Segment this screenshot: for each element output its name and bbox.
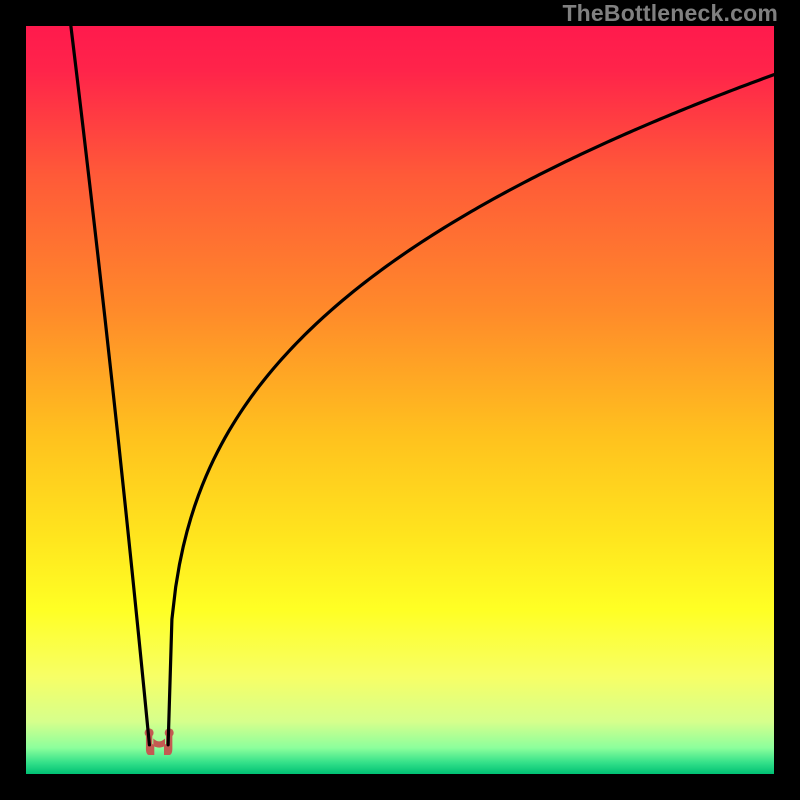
plot-background [26, 26, 774, 774]
attribution-label: TheBottleneck.com [562, 0, 778, 27]
chart-stage: TheBottleneck.com [0, 0, 800, 800]
bottleneck-curve-chart [0, 0, 800, 800]
